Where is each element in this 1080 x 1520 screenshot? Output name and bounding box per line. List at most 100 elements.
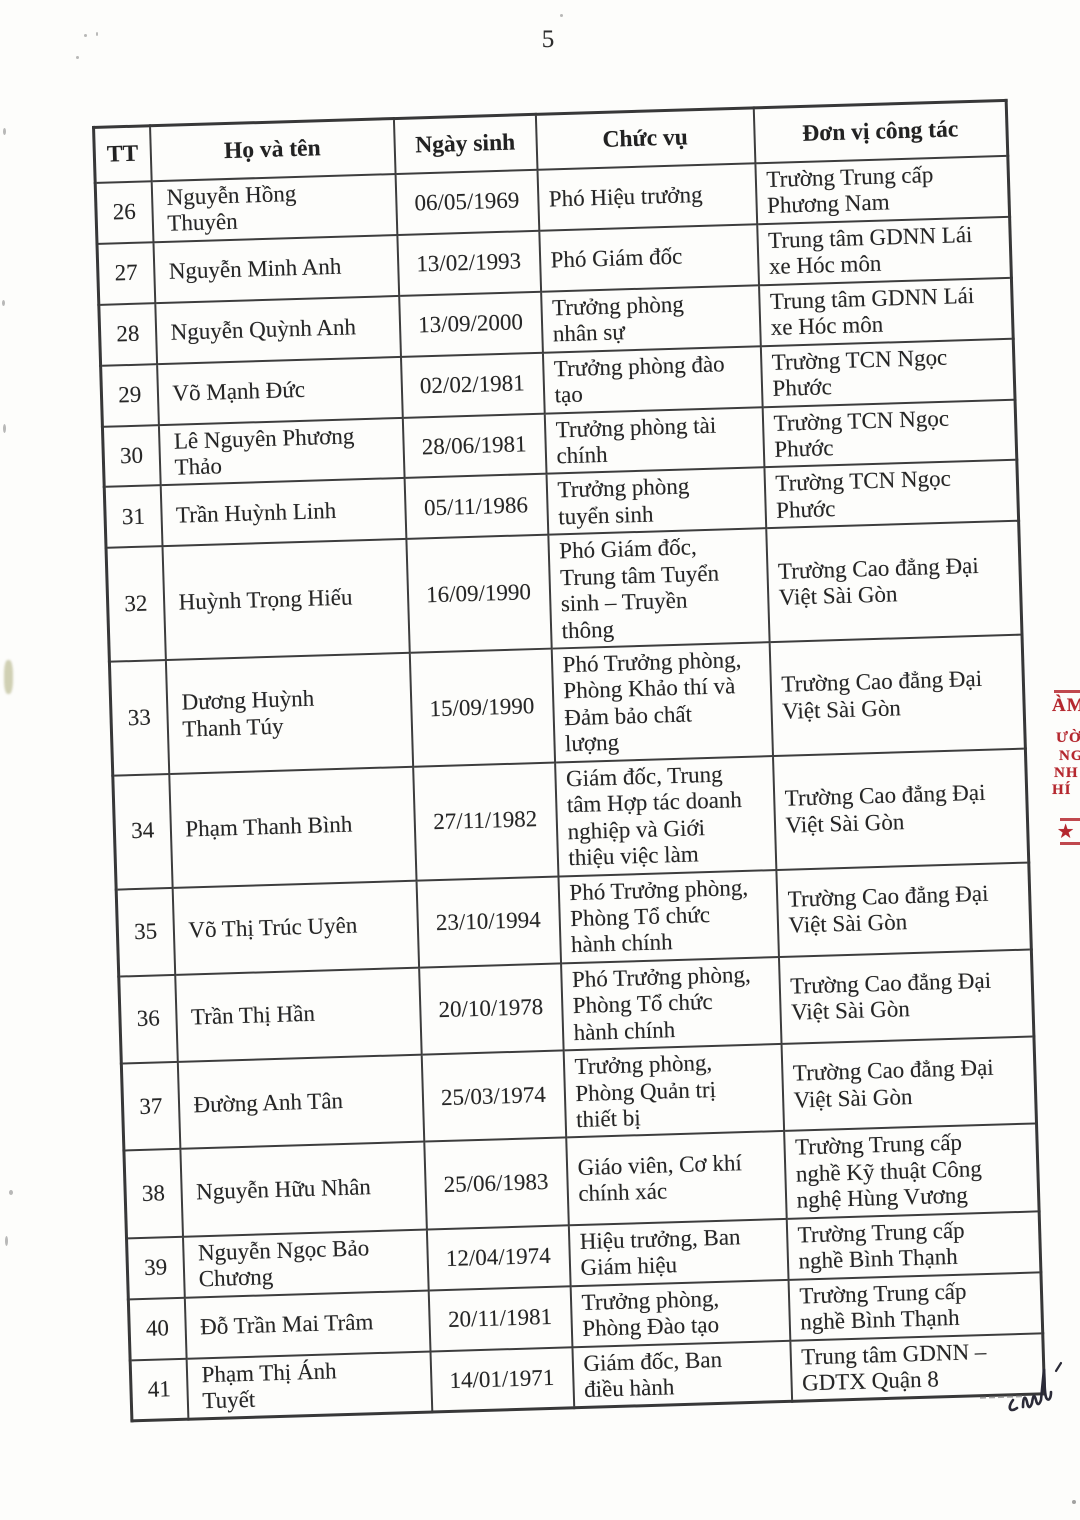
cell-name: Lê Nguyên Phương Thảo	[158, 417, 405, 486]
cell-position: Trưởng phòng tài chính	[544, 406, 764, 475]
cell-dob: 25/03/1974	[421, 1050, 566, 1143]
cell-unit: Trường Cao đẳng Đại Việt Sài Gòn	[778, 949, 1034, 1045]
cell-tt: 26	[95, 181, 153, 244]
scan-speckle	[560, 14, 563, 17]
cell-dob: 13/02/1993	[396, 230, 541, 296]
cell-name: Phạm Thị Ánh Tuyết	[186, 1351, 432, 1420]
cell-dob: 12/04/1974	[426, 1225, 571, 1291]
cell-position: Trưởng phòng, Phòng Đào tạo	[570, 1279, 790, 1347]
cell-name: Trần Thị Hần	[174, 967, 422, 1063]
cell-unit: Trường TCN Ngọc Phước	[763, 460, 1019, 529]
col-header-name: Họ và tên	[149, 118, 396, 182]
cell-position: Giám đốc, Ban điều hành	[571, 1340, 792, 1409]
cell-unit: Trường Cao đẳng Đại Việt Sài Gòn	[775, 862, 1032, 957]
personnel-roster-table: TT Họ và tên Ngày sinh Chức vụ Đơn vị cô…	[92, 98, 1047, 1423]
col-header-dob: Ngày sinh	[393, 114, 537, 175]
cell-position: Phó Trưởng phòng, Phòng Tổ chức hành chí…	[557, 869, 779, 964]
cell-unit: Trường Trung cấp Phương Nam	[754, 155, 1010, 225]
cell-position: Phó Trưởng phòng, Phòng Khảo thí và Đảm …	[551, 642, 773, 763]
cell-dob: 27/11/1982	[412, 762, 558, 881]
cell-unit: Trường Cao đẳng Đại Việt Sài Gòn	[765, 520, 1022, 643]
scan-speckle	[2, 300, 5, 306]
col-header-unit: Đơn vị công tác	[753, 100, 1008, 164]
cell-dob: 06/05/1969	[395, 169, 539, 235]
cell-position: Phó Hiệu trưởng	[536, 163, 757, 231]
scan-speckle	[5, 1236, 8, 1246]
cell-position: Trưởng phòng, Phòng Quản trị thiết bị	[563, 1044, 784, 1138]
cell-dob: 14/01/1971	[429, 1346, 574, 1413]
scan-speckle	[3, 424, 6, 433]
cell-tt: 41	[130, 1358, 188, 1422]
cell-tt: 38	[123, 1149, 183, 1239]
official-red-stamp-fragment: ÀM ƯỜ NG NH HÍ ★	[1046, 690, 1080, 845]
cell-name: Huỳnh Trọng Hiếu	[162, 539, 410, 661]
stamp-rule	[1060, 818, 1080, 821]
stamp-rule	[1054, 690, 1080, 693]
cell-name: Dương Huỳnh Thanh Túy	[165, 652, 413, 774]
cell-position: Hiệu trưởng, Ban Giám hiệu	[568, 1218, 789, 1286]
cell-position: Giáo viên, Cơ khí chính xác	[565, 1131, 787, 1226]
page-number: 5	[541, 26, 555, 53]
cell-tt: 34	[112, 773, 173, 890]
table-body: 26 Nguyễn Hồng Thuyên 06/05/1969 Phó Hiệu t…	[95, 155, 1045, 1422]
scan-speckle	[1072, 1500, 1076, 1504]
scan-speckle	[3, 128, 6, 135]
scan-speckle	[76, 56, 79, 59]
stamp-text-fragment: HÍ	[1052, 782, 1072, 798]
cell-dob: 20/10/1978	[418, 963, 564, 1055]
cell-position: Trưởng phòng tuyển sinh	[546, 467, 766, 535]
cell-name: Võ Mạnh Đức	[156, 356, 403, 425]
cell-dob: 02/02/1981	[400, 352, 545, 418]
col-header-tt: TT	[93, 125, 152, 183]
cell-unit: Trung tâm GDNN Lái xe Hóc môn	[756, 216, 1012, 286]
stamp-star-icon: ★	[1058, 822, 1075, 841]
cell-unit: Trường Trung cấp nghề Bình Thạnh	[788, 1271, 1043, 1341]
stamp-text-fragment: ƯỜ	[1056, 730, 1080, 746]
cell-name: Đường Anh Tân	[177, 1054, 424, 1150]
scan-speckle	[96, 32, 98, 36]
cell-unit: Trường TCN Ngọc Phước	[762, 399, 1017, 468]
cell-dob: 25/06/1983	[423, 1137, 569, 1230]
cell-dob: 28/06/1981	[402, 413, 547, 479]
cell-name: Nguyễn Hồng Thuyên	[151, 174, 397, 243]
stamp-rule	[1060, 842, 1080, 845]
cell-name: Nguyễn Hữu Nhân	[179, 1142, 427, 1237]
cell-tt: 37	[121, 1062, 180, 1151]
cell-tt: 36	[118, 974, 178, 1064]
cell-tt: 40	[128, 1297, 187, 1360]
scan-speckle	[9, 1190, 13, 1195]
scan-speckle	[84, 34, 87, 37]
cell-tt: 35	[116, 887, 175, 977]
scan-smudge	[4, 660, 13, 694]
cell-position: Phó Trưởng phòng, Phòng Tổ chức hành chí…	[560, 956, 782, 1051]
cell-name: Nguyễn Ngọc Bảo Chương	[182, 1229, 429, 1298]
cell-unit: Trường Trung cấp nghề Kỹ thuật Công nghệ…	[783, 1123, 1040, 1219]
cell-tt: 31	[104, 485, 163, 549]
cell-name: Võ Thị Trúc Uyên	[172, 880, 419, 975]
cell-position: Phó Giám đốc	[538, 224, 759, 292]
cell-tt: 27	[96, 242, 155, 305]
cell-position: Giám đốc, Trung tâm Hợp tác doanh nghiệp…	[554, 755, 776, 877]
cell-unit: Trường Cao đẳng Đại Việt Sài Gòn	[769, 634, 1026, 756]
cell-dob: 05/11/1986	[404, 474, 548, 540]
col-header-position: Chức vụ	[535, 107, 755, 170]
cell-position: Trưởng phòng đào tạo	[542, 345, 763, 414]
cell-dob: 20/11/1981	[428, 1285, 572, 1352]
cell-tt: 29	[100, 363, 159, 427]
cell-name: Đỗ Trần Mai Trâm	[184, 1290, 430, 1359]
cell-unit: Trường Cao đẳng Đại Việt Sài Gòn	[781, 1036, 1037, 1132]
stamp-text-fragment: NH	[1054, 765, 1079, 781]
stamp-text-fragment: NG	[1059, 748, 1080, 764]
cell-name: Phạm Thanh Bình	[168, 766, 417, 888]
cell-tt: 32	[106, 546, 166, 662]
cell-tt: 30	[102, 424, 161, 488]
cell-unit: Trường Cao đẳng Đại Việt Sài Gòn	[772, 748, 1029, 870]
cell-name: Nguyễn Minh Anh	[152, 234, 399, 303]
cell-tt: 39	[126, 1236, 185, 1300]
cell-position: Trưởng phòng nhân sự	[540, 285, 761, 353]
cell-unit: Trường Trung cấp nghề Bình Thạnh	[786, 1211, 1041, 1280]
cell-unit: Trường TCN Ngọc Phước	[760, 338, 1016, 407]
cell-tt: 28	[98, 302, 157, 366]
cell-tt: 33	[109, 660, 169, 776]
cell-dob: 15/09/1990	[409, 648, 555, 767]
